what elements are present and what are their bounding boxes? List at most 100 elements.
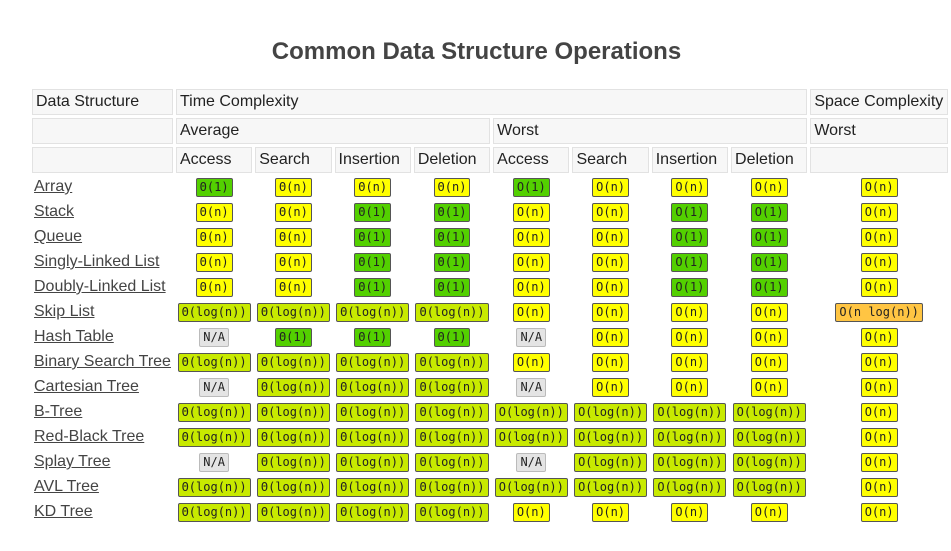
complexity-badge: O(log(n)) [653,402,727,422]
complexity-cell: Θ(n) [414,176,490,198]
data-structure-link[interactable]: Binary Search Tree [34,353,171,370]
complexity-cell: O(n) [810,376,948,398]
data-structure-link[interactable]: Hash Table [34,328,114,345]
data-structure-link[interactable]: Skip List [34,303,95,320]
complexity-badge: N/A [199,452,229,472]
complexity-cell: Θ(log(n)) [414,301,490,323]
row-name-cell: Binary Search Tree [32,351,173,373]
data-structure-link[interactable]: AVL Tree [34,478,99,495]
complexity-cell: Θ(log(n)) [255,351,331,373]
data-structure-link[interactable]: KD Tree [34,503,93,520]
complexity-badge: N/A [516,327,547,347]
complexity-badge: Θ(1) [195,177,233,197]
complexity-badge: Θ(n) [195,227,233,247]
data-structure-link[interactable]: B-Tree [34,403,83,420]
data-structure-link[interactable]: Queue [34,228,83,245]
complexity-cell: Θ(n) [255,251,331,273]
data-structure-link[interactable]: Doubly-Linked List [34,278,166,295]
complexity-cell: N/A [176,451,252,473]
complexity-badge: O(n) [671,377,709,397]
data-structure-link[interactable]: Singly-Linked List [34,253,160,270]
data-structure-link[interactable]: Cartesian Tree [34,378,139,395]
table-row: Red-Black Tree Θ(log(n)) Θ(log(n)) Θ(log(n)… [32,426,948,448]
complexity-badge: Θ(1) [433,327,471,347]
complexity-cell: O(n) [493,226,569,248]
table-row: Cartesian Tree N/A Θ(log(n)) Θ(log(n)) Θ(log… [32,376,948,398]
complexity-badge: O(log(n)) [574,427,648,447]
complexity-badge: O(n) [750,377,788,397]
row-name-cell: Hash Table [32,326,173,348]
header-col-worst-insertion: Insertion [651,147,729,173]
complexity-badge: O(log(n)) [574,402,648,422]
complexity-cell: Θ(1) [335,276,411,298]
table-row: KD Tree Θ(log(n)) Θ(log(n)) Θ(log(n)) Θ(log(… [32,501,948,523]
complexity-badge: Θ(log(n)) [336,427,410,447]
complexity-badge: Θ(log(n)) [256,377,330,397]
complexity-cell: O(n) [652,326,728,348]
complexity-badge: Θ(log(n)) [336,352,410,372]
complexity-cell: N/A [176,326,252,348]
header-blank [810,147,948,173]
complexity-cell: Θ(log(n)) [255,426,331,448]
complexity-badge: Θ(log(n)) [177,502,251,522]
complexity-badge: Θ(log(n)) [336,377,410,397]
header-row-1: Data Structure Time Complexity Space Com… [32,89,948,115]
complexity-cell: O(n log(n)) [810,301,948,323]
complexity-badge: O(n log(n)) [835,302,923,322]
header-col-avg-insertion: Insertion [334,147,411,173]
complexity-cell: Θ(n) [176,226,252,248]
table-row: Stack Θ(n) Θ(n) Θ(1) Θ(1) O(n) O(n) O(1) O(1) O(n… [32,201,948,223]
data-structure-link[interactable]: Splay Tree [34,453,111,470]
complexity-cell: N/A [493,376,569,398]
complexity-cell: O(n) [810,226,948,248]
complexity-cell: Θ(1) [335,201,411,223]
complexity-badge: O(1) [750,277,788,297]
complexity-badge: O(log(n)) [574,452,648,472]
complexity-cell: Θ(log(n)) [176,351,252,373]
data-structure-link[interactable]: Stack [34,203,75,220]
complexity-cell: O(1) [731,201,807,223]
complexity-cell: Θ(log(n)) [255,501,331,523]
complexity-badge: O(log(n)) [732,402,806,422]
complexity-cell: Θ(log(n)) [335,301,411,323]
complexity-badge: Θ(n) [274,252,312,272]
complexity-cell: O(log(n)) [572,401,648,423]
complexity-cell: O(n) [493,201,569,223]
row-name-cell: Stack [32,201,173,223]
complexity-cell: O(n) [493,301,569,323]
complexity-badge: Θ(log(n)) [256,427,330,447]
complexity-cell: Θ(log(n)) [335,451,411,473]
data-structure-link[interactable]: Array [34,178,73,195]
complexity-cell: Θ(1) [414,276,490,298]
header-space-worst: Worst [810,118,948,144]
complexity-badge: O(n) [592,352,630,372]
row-name-cell: Cartesian Tree [32,376,173,398]
complexity-cell: O(n) [572,226,648,248]
complexity-badge: Θ(1) [354,202,392,222]
complexity-badge: O(n) [860,227,898,247]
complexity-cell: O(log(n)) [652,451,728,473]
table-row: Binary Search Tree Θ(log(n)) Θ(log(n)) Θ(lo… [32,351,948,373]
complexity-badge: Θ(n) [195,277,233,297]
complexity-badge: Θ(log(n)) [415,452,489,472]
complexity-cell: Θ(log(n)) [255,301,331,323]
header-col-worst-deletion: Deletion [731,147,808,173]
complexity-cell: Θ(log(n)) [335,376,411,398]
complexity-cell: O(n) [652,301,728,323]
complexity-badge: Θ(log(n)) [415,402,489,422]
complexity-cell: Θ(log(n)) [414,351,490,373]
complexity-cell: O(n) [810,176,948,198]
data-structure-link[interactable]: Red-Black Tree [34,428,145,445]
complexity-cell: Θ(1) [176,176,252,198]
complexity-cell: Θ(1) [414,251,490,273]
complexity-badge: O(n) [592,377,630,397]
complexity-cell: O(log(n)) [652,476,728,498]
complexity-cell: O(n) [810,501,948,523]
header-col-avg-deletion: Deletion [413,147,491,173]
complexity-badge: Θ(log(n)) [336,452,410,472]
complexity-badge: O(1) [671,277,709,297]
complexity-cell: O(n) [572,351,648,373]
complexity-badge: O(1) [750,252,788,272]
complexity-badge: O(n) [592,177,630,197]
complexity-badge: N/A [516,452,547,472]
